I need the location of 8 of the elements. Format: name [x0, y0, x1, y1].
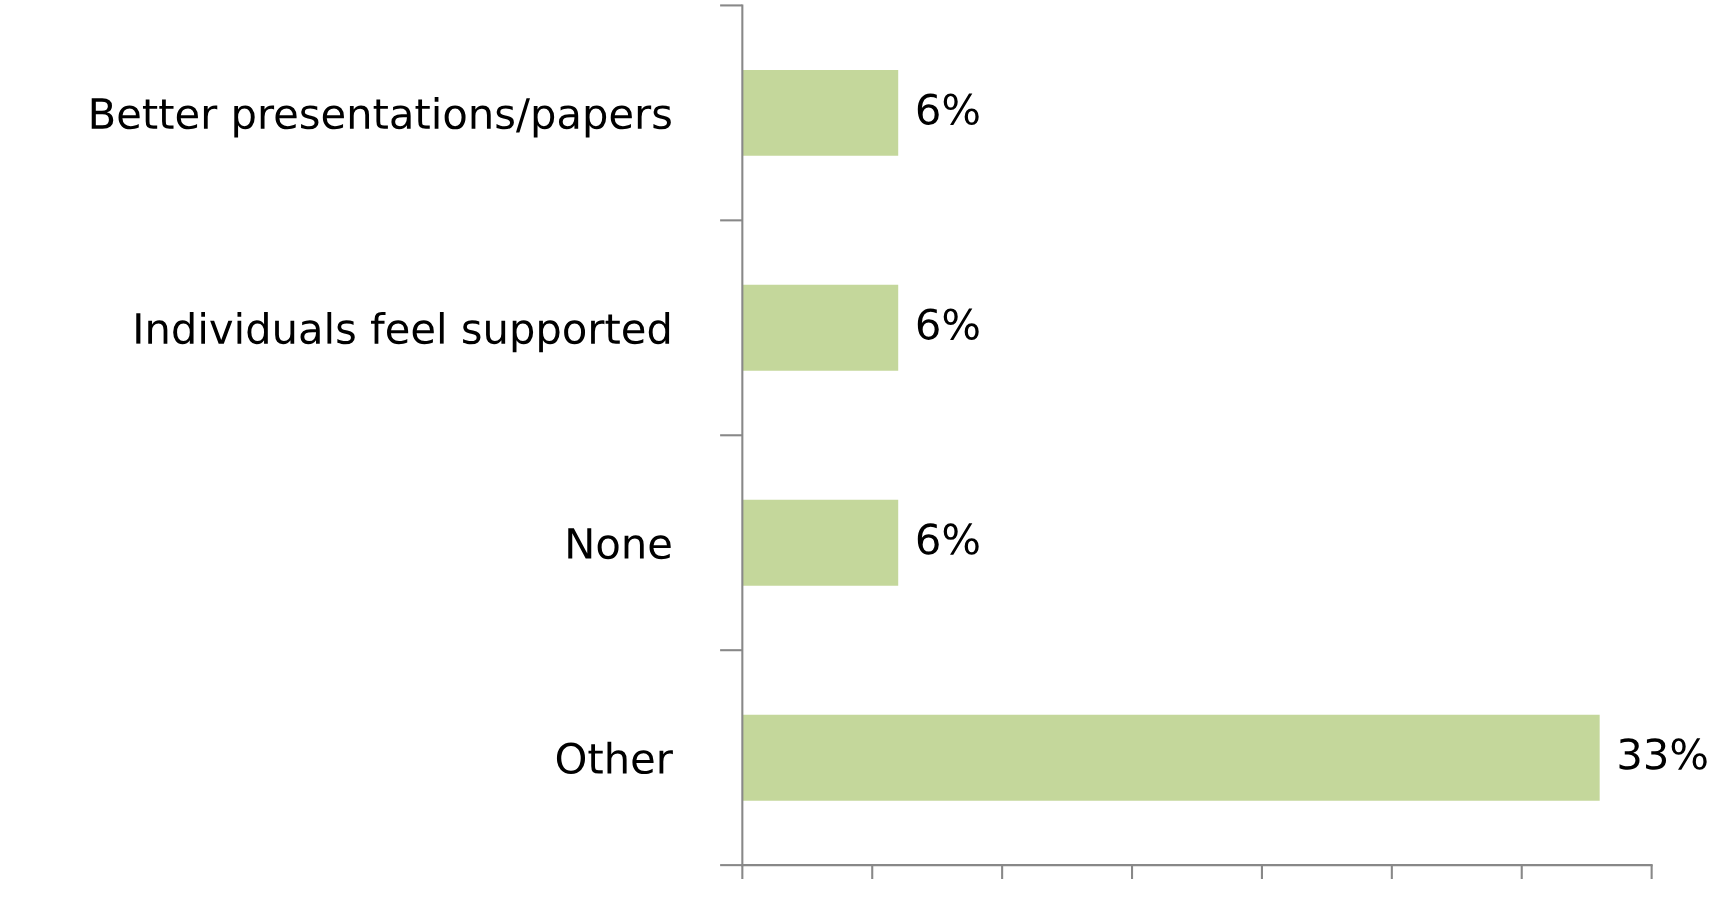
data-label: 6% [917, 523, 979, 555]
y-tick-label: Other [556, 741, 673, 775]
y-tick-label: Individuals feel supported [136, 311, 670, 353]
y-tick-label: Better presentations/papers [91, 97, 671, 138]
data-label: 6% [917, 93, 979, 125]
data-label: 33% [1619, 738, 1707, 770]
data-label: 6% [917, 308, 979, 340]
y-tick-label: None [568, 528, 671, 560]
